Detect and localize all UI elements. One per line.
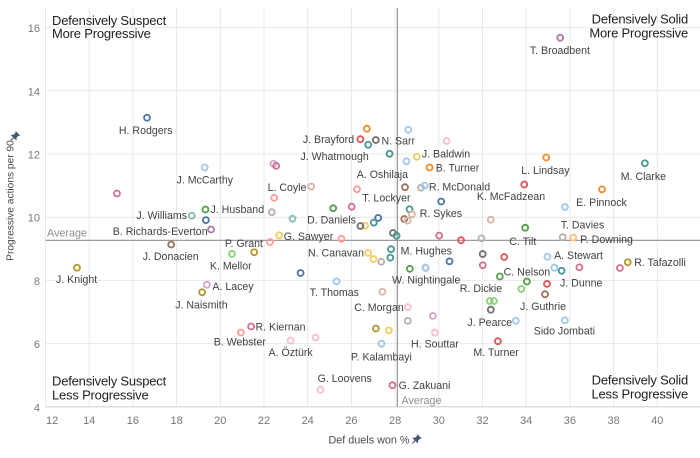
svg-text:J. Naismith: J. Naismith xyxy=(175,300,227,312)
svg-text:L. Lindsay: L. Lindsay xyxy=(521,165,570,177)
svg-text:8: 8 xyxy=(34,276,40,288)
svg-text:6: 6 xyxy=(34,339,40,351)
svg-text:P. Grant: P. Grant xyxy=(225,238,263,250)
svg-text:T. Thomas: T. Thomas xyxy=(310,287,359,299)
svg-text:J. Brayford: J. Brayford xyxy=(303,134,354,146)
svg-text:More Progressive: More Progressive xyxy=(589,25,688,40)
svg-text:A. Lacey: A. Lacey xyxy=(212,281,254,293)
svg-text:38: 38 xyxy=(607,415,619,427)
svg-text:24: 24 xyxy=(302,415,314,427)
svg-text:Defensively Solid: Defensively Solid xyxy=(592,372,688,387)
svg-text:T. Broadbent: T. Broadbent xyxy=(530,45,590,57)
svg-text:W. Nightingale: W. Nightingale xyxy=(392,275,460,287)
svg-text:J. Williams: J. Williams xyxy=(136,210,187,222)
svg-text:36: 36 xyxy=(564,415,576,427)
svg-text:C. Tilt: C. Tilt xyxy=(509,236,536,248)
svg-text:10: 10 xyxy=(28,213,40,225)
svg-text:B. Turner: B. Turner xyxy=(436,163,480,175)
svg-text:J. Dunne: J. Dunne xyxy=(560,278,603,290)
svg-text:L. Coyle: L. Coyle xyxy=(268,182,307,194)
svg-text:T. Lockyer: T. Lockyer xyxy=(362,193,411,205)
svg-text:Defensively Suspect: Defensively Suspect xyxy=(52,373,167,388)
svg-text:K. Mellor: K. Mellor xyxy=(210,261,252,273)
svg-text:J. McCarthy: J. McCarthy xyxy=(177,174,234,186)
svg-text:30: 30 xyxy=(433,415,445,427)
svg-text:16: 16 xyxy=(28,23,40,35)
svg-text:More Progressive: More Progressive xyxy=(52,26,151,41)
svg-text:E. Pinnock: E. Pinnock xyxy=(576,197,627,209)
svg-text:18: 18 xyxy=(170,415,182,427)
svg-text:R. Dickie: R. Dickie xyxy=(460,283,502,295)
svg-text:A. Oshilaja: A. Oshilaja xyxy=(357,169,408,181)
svg-text:N. Sarr: N. Sarr xyxy=(382,135,416,147)
svg-text:J. Knight: J. Knight xyxy=(56,274,97,286)
svg-text:Defensively Solid: Defensively Solid xyxy=(592,11,688,26)
svg-text:G. Loovens: G. Loovens xyxy=(318,373,372,385)
svg-text:20: 20 xyxy=(214,415,226,427)
svg-text:N. Canavan: N. Canavan xyxy=(308,248,364,260)
svg-text:P. Downing: P. Downing xyxy=(580,234,633,246)
svg-text:M. Turner: M. Turner xyxy=(473,347,519,359)
svg-text:B. Webster: B. Webster xyxy=(214,337,267,349)
svg-text:26: 26 xyxy=(345,415,357,427)
svg-text:Def duels won %: Def duels won % xyxy=(329,435,410,447)
svg-text:M. Hughes: M. Hughes xyxy=(401,246,452,258)
svg-text:34: 34 xyxy=(520,415,532,427)
svg-text:R. McDonald: R. McDonald xyxy=(429,182,490,194)
svg-text:A. Öztürk: A. Öztürk xyxy=(269,347,314,359)
svg-text:Average: Average xyxy=(47,228,87,240)
svg-text:M. Clarke: M. Clarke xyxy=(621,171,666,183)
svg-text:J. Whatmough: J. Whatmough xyxy=(300,151,368,163)
svg-text:12: 12 xyxy=(46,415,58,427)
svg-text:B. Richards-Everton: B. Richards-Everton xyxy=(113,226,208,238)
svg-text:Sido Jombati: Sido Jombati xyxy=(534,326,595,338)
svg-text:14: 14 xyxy=(28,86,40,98)
svg-text:P. Kalambayi: P. Kalambayi xyxy=(351,351,412,363)
svg-text:H. Rodgers: H. Rodgers xyxy=(119,125,173,137)
svg-text:4: 4 xyxy=(34,402,40,414)
svg-text:Less Progressive: Less Progressive xyxy=(52,387,149,402)
svg-text:Average: Average xyxy=(402,395,442,407)
svg-text:J. Pearce: J. Pearce xyxy=(467,317,512,329)
svg-text:G. Zakuani: G. Zakuani xyxy=(399,380,451,392)
svg-text:K. McFadzean: K. McFadzean xyxy=(477,191,545,203)
svg-text:G. Sawyer: G. Sawyer xyxy=(284,231,334,243)
svg-text:J. Donacien: J. Donacien xyxy=(143,251,199,263)
svg-text:J. Baldwin: J. Baldwin xyxy=(422,149,470,161)
svg-text:Less Progressive: Less Progressive xyxy=(591,386,688,401)
svg-text:32: 32 xyxy=(476,415,488,427)
svg-text:C. Morgan: C. Morgan xyxy=(354,302,404,314)
svg-text:J. Guthrie: J. Guthrie xyxy=(520,301,566,313)
svg-text:22: 22 xyxy=(258,415,270,427)
svg-text:C. Nelson: C. Nelson xyxy=(504,267,551,279)
svg-text:T. Davies: T. Davies xyxy=(561,220,605,232)
svg-text:Defensively Suspect: Defensively Suspect xyxy=(52,13,167,28)
svg-text:14: 14 xyxy=(83,415,95,427)
svg-text:R. Sykes: R. Sykes xyxy=(420,208,462,220)
svg-text:H. Souttar: H. Souttar xyxy=(411,339,459,351)
svg-text:12: 12 xyxy=(28,150,40,162)
svg-text:J. Husband: J. Husband xyxy=(211,204,265,216)
svg-text:16: 16 xyxy=(127,415,139,427)
svg-text:40: 40 xyxy=(651,415,663,427)
svg-text:Progressive actions per 90: Progressive actions per 90 xyxy=(6,140,17,261)
svg-text:R. Tafazolli: R. Tafazolli xyxy=(634,257,686,269)
svg-text:A. Stewart: A. Stewart xyxy=(554,250,603,262)
svg-text:R. Kiernan: R. Kiernan xyxy=(255,321,305,333)
svg-text:D. Daniels: D. Daniels xyxy=(307,215,356,227)
svg-text:28: 28 xyxy=(389,415,401,427)
